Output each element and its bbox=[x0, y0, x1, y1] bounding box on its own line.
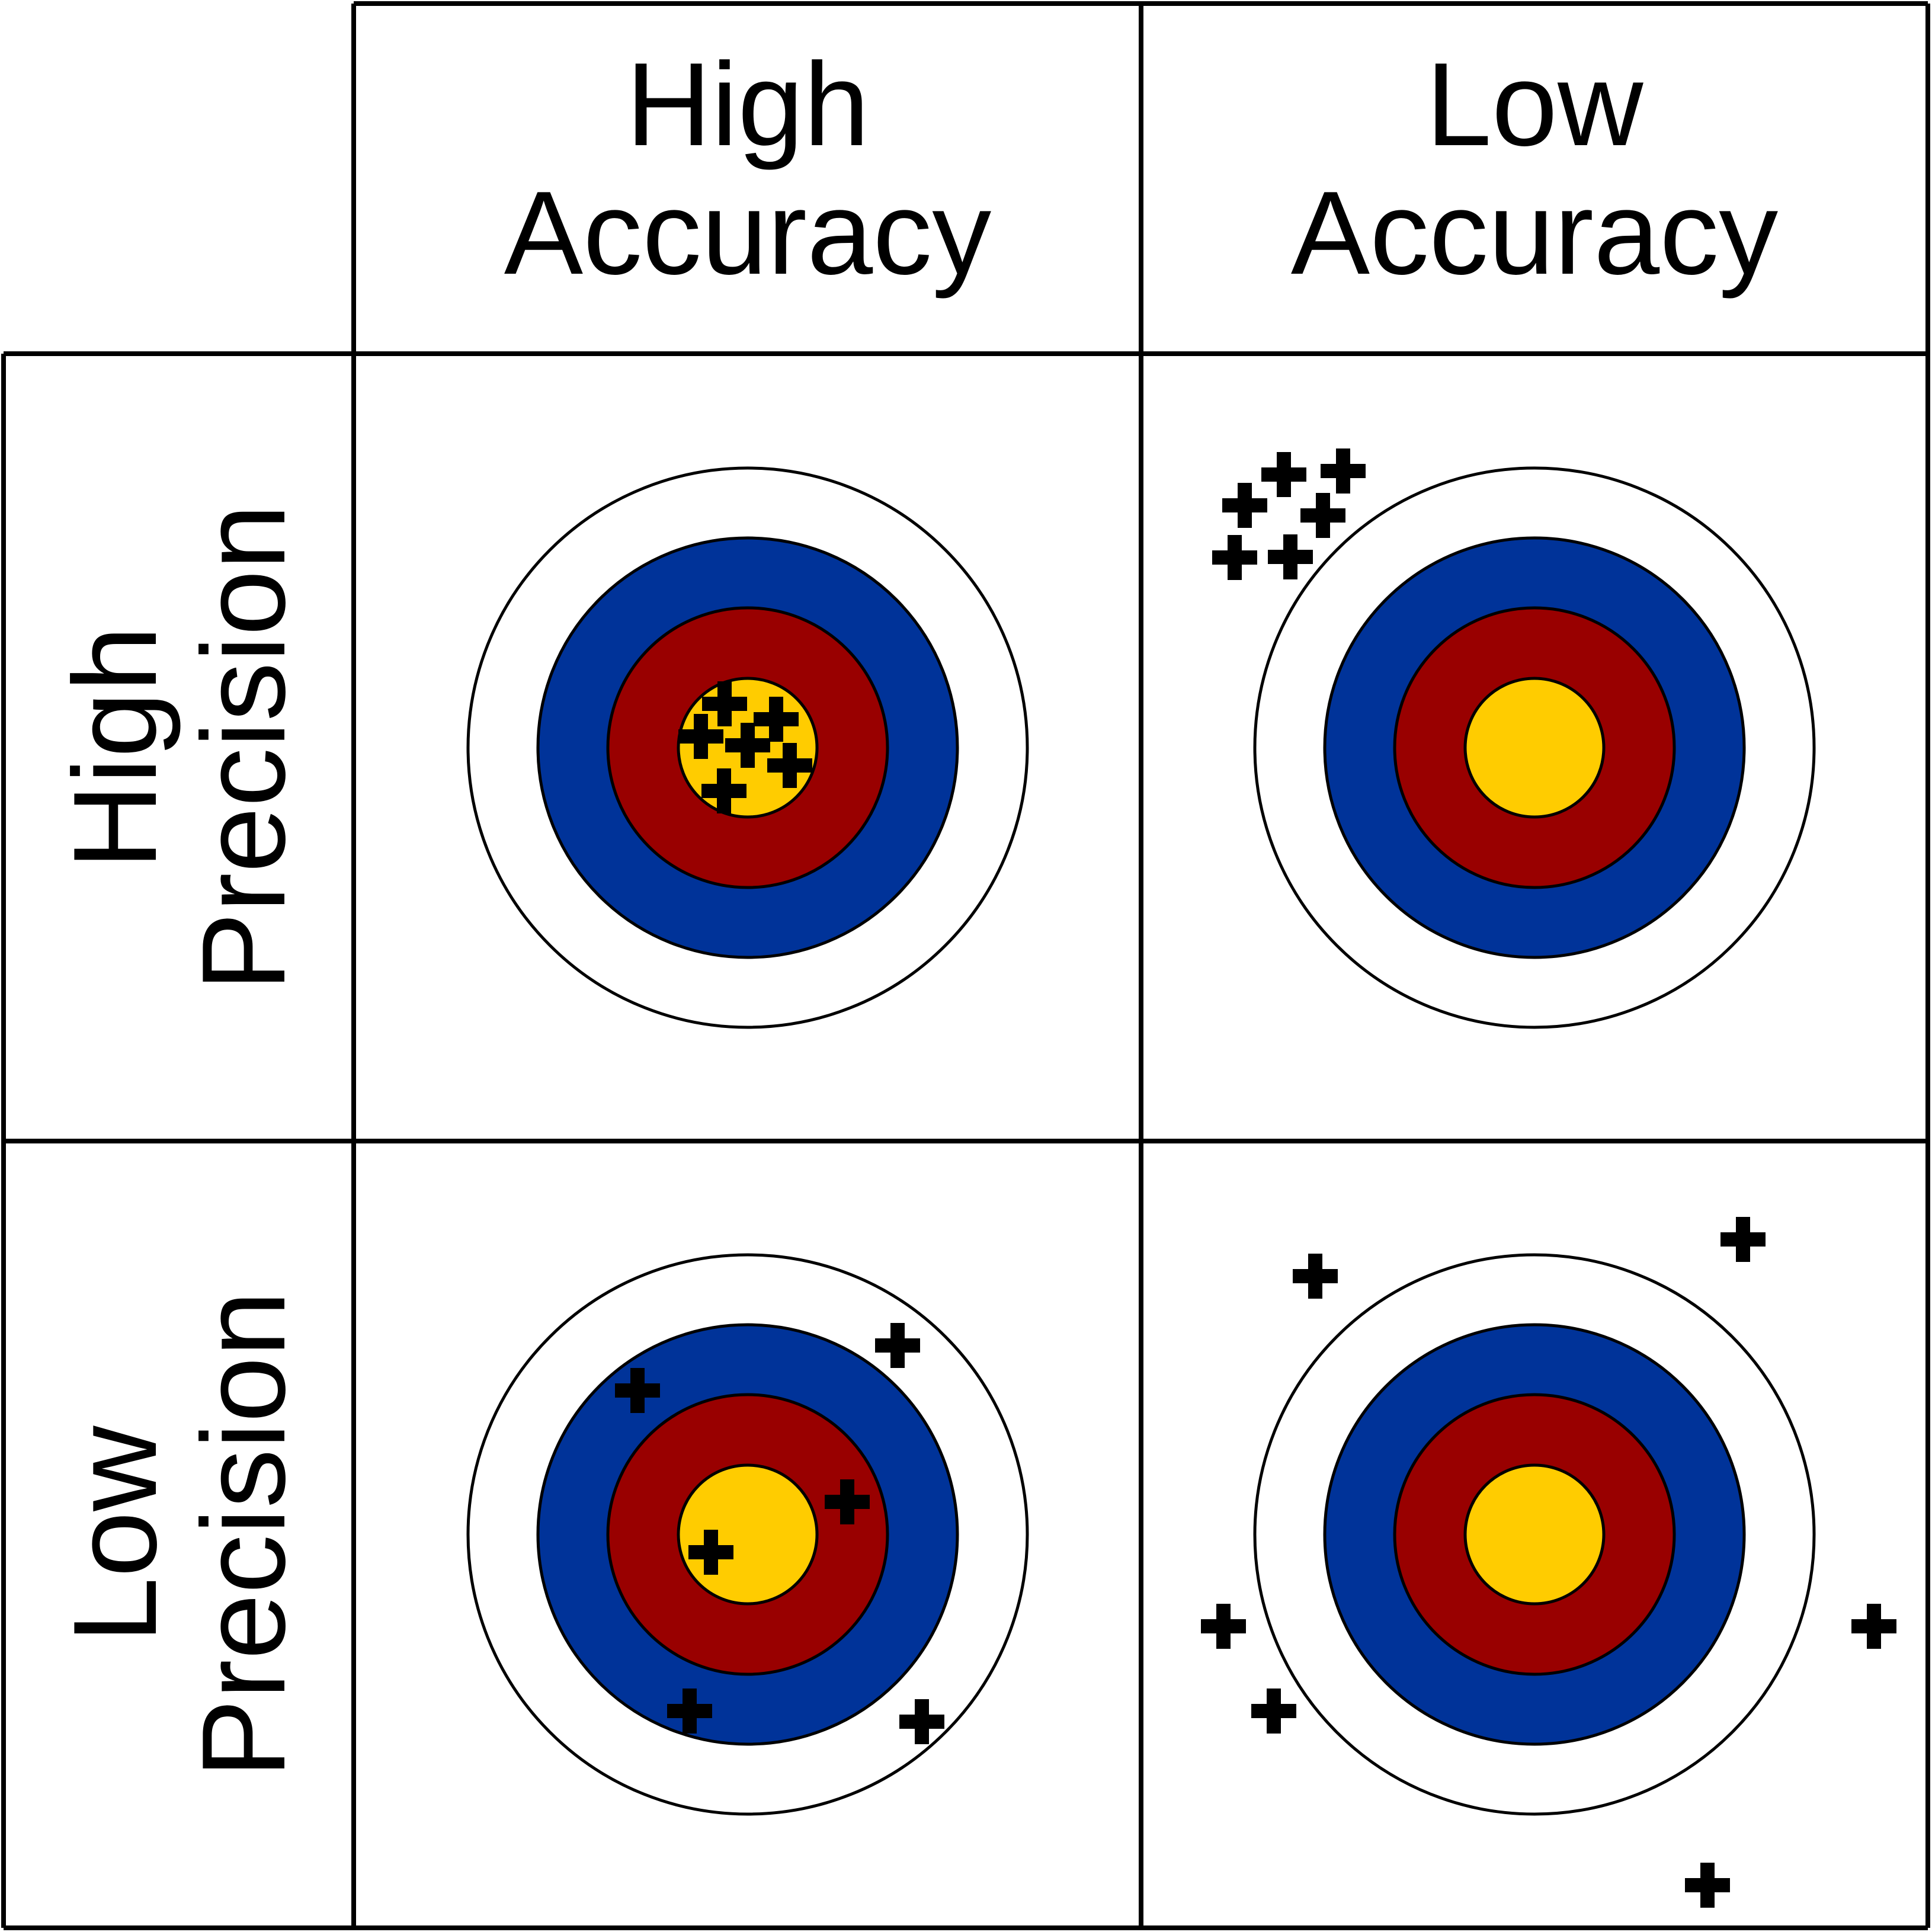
shot-marker-bar bbox=[741, 723, 755, 768]
targets-layer bbox=[466, 448, 1896, 1908]
column-header-low-accuracy: Low Accuracy bbox=[1291, 39, 1778, 299]
shot-marker-bar bbox=[1267, 1689, 1281, 1734]
shot-marker bbox=[1212, 535, 1257, 580]
shot-marker bbox=[1293, 1254, 1338, 1299]
shot-marker bbox=[825, 1479, 870, 1524]
column-header-line2: Accuracy bbox=[504, 167, 991, 299]
target-low-accuracy-low-precision bbox=[1201, 1217, 1896, 1908]
target-high-accuracy-high-precision bbox=[466, 466, 1029, 1029]
target-gold-center bbox=[1463, 1463, 1606, 1606]
shot-marker bbox=[1261, 452, 1306, 497]
shot-marker bbox=[667, 1689, 712, 1734]
shot-marker-bar bbox=[630, 1368, 645, 1413]
shot-marker-bar bbox=[717, 681, 732, 726]
row-header-line1: Low bbox=[49, 1425, 181, 1643]
column-header-line1: High bbox=[626, 39, 869, 171]
shot-marker-bar bbox=[1336, 448, 1350, 494]
row-header-line2: Precision bbox=[178, 504, 310, 992]
row-header-line2: Precision bbox=[178, 1291, 310, 1779]
shot-marker bbox=[678, 714, 723, 759]
shot-marker-bar bbox=[890, 1323, 905, 1368]
shot-marker bbox=[767, 743, 812, 788]
shot-marker-bar bbox=[704, 1530, 718, 1575]
row-header-line1: High bbox=[49, 626, 181, 869]
shot-marker-bar bbox=[717, 768, 731, 813]
shot-marker-bar bbox=[1316, 493, 1330, 538]
column-header-line1: Low bbox=[1426, 39, 1643, 171]
shot-marker-bar bbox=[1867, 1604, 1881, 1649]
shot-marker-bar bbox=[1700, 1863, 1715, 1908]
shot-marker bbox=[1201, 1604, 1246, 1649]
shot-marker-bar bbox=[1238, 483, 1252, 528]
shot-marker-bar bbox=[1308, 1254, 1322, 1299]
shot-marker bbox=[1222, 483, 1267, 528]
target-low-accuracy-high-precision bbox=[1212, 448, 1816, 1029]
shot-marker bbox=[701, 768, 746, 813]
target-high-accuracy-low-precision bbox=[466, 1253, 1029, 1816]
row-header-high-precision: High Precision bbox=[49, 504, 310, 992]
row-header-low-precision: Low Precision bbox=[49, 1291, 310, 1779]
shot-marker-bar bbox=[1277, 452, 1291, 497]
shot-marker bbox=[1685, 1863, 1730, 1908]
shot-marker bbox=[688, 1530, 733, 1575]
shot-marker-bar bbox=[1228, 535, 1242, 580]
target-gold-center bbox=[1463, 677, 1606, 819]
shot-marker bbox=[1851, 1604, 1896, 1649]
column-header-high-accuracy: High Accuracy bbox=[504, 39, 991, 299]
shot-marker bbox=[875, 1323, 920, 1368]
shot-marker-bar bbox=[915, 1699, 929, 1744]
shot-marker bbox=[702, 681, 747, 726]
shot-marker bbox=[1268, 534, 1313, 579]
shot-marker bbox=[1321, 448, 1366, 494]
shot-marker-bar bbox=[1216, 1604, 1231, 1649]
shot-marker bbox=[615, 1368, 660, 1413]
shot-marker bbox=[725, 723, 770, 768]
shot-marker-bar bbox=[769, 697, 783, 742]
shot-marker bbox=[1300, 493, 1345, 538]
shot-marker bbox=[754, 697, 799, 742]
shot-marker-bar bbox=[1736, 1217, 1750, 1262]
shot-marker-bar bbox=[1283, 534, 1297, 579]
column-header-line2: Accuracy bbox=[1291, 167, 1778, 299]
shot-marker bbox=[1720, 1217, 1766, 1262]
shot-marker bbox=[1251, 1689, 1296, 1734]
shot-marker-bar bbox=[694, 714, 708, 759]
shot-marker bbox=[899, 1699, 944, 1744]
shot-marker-bar bbox=[683, 1689, 697, 1734]
shot-marker-bar bbox=[840, 1479, 854, 1524]
shot-marker-bar bbox=[783, 743, 797, 788]
target-gold-center bbox=[677, 1463, 819, 1606]
